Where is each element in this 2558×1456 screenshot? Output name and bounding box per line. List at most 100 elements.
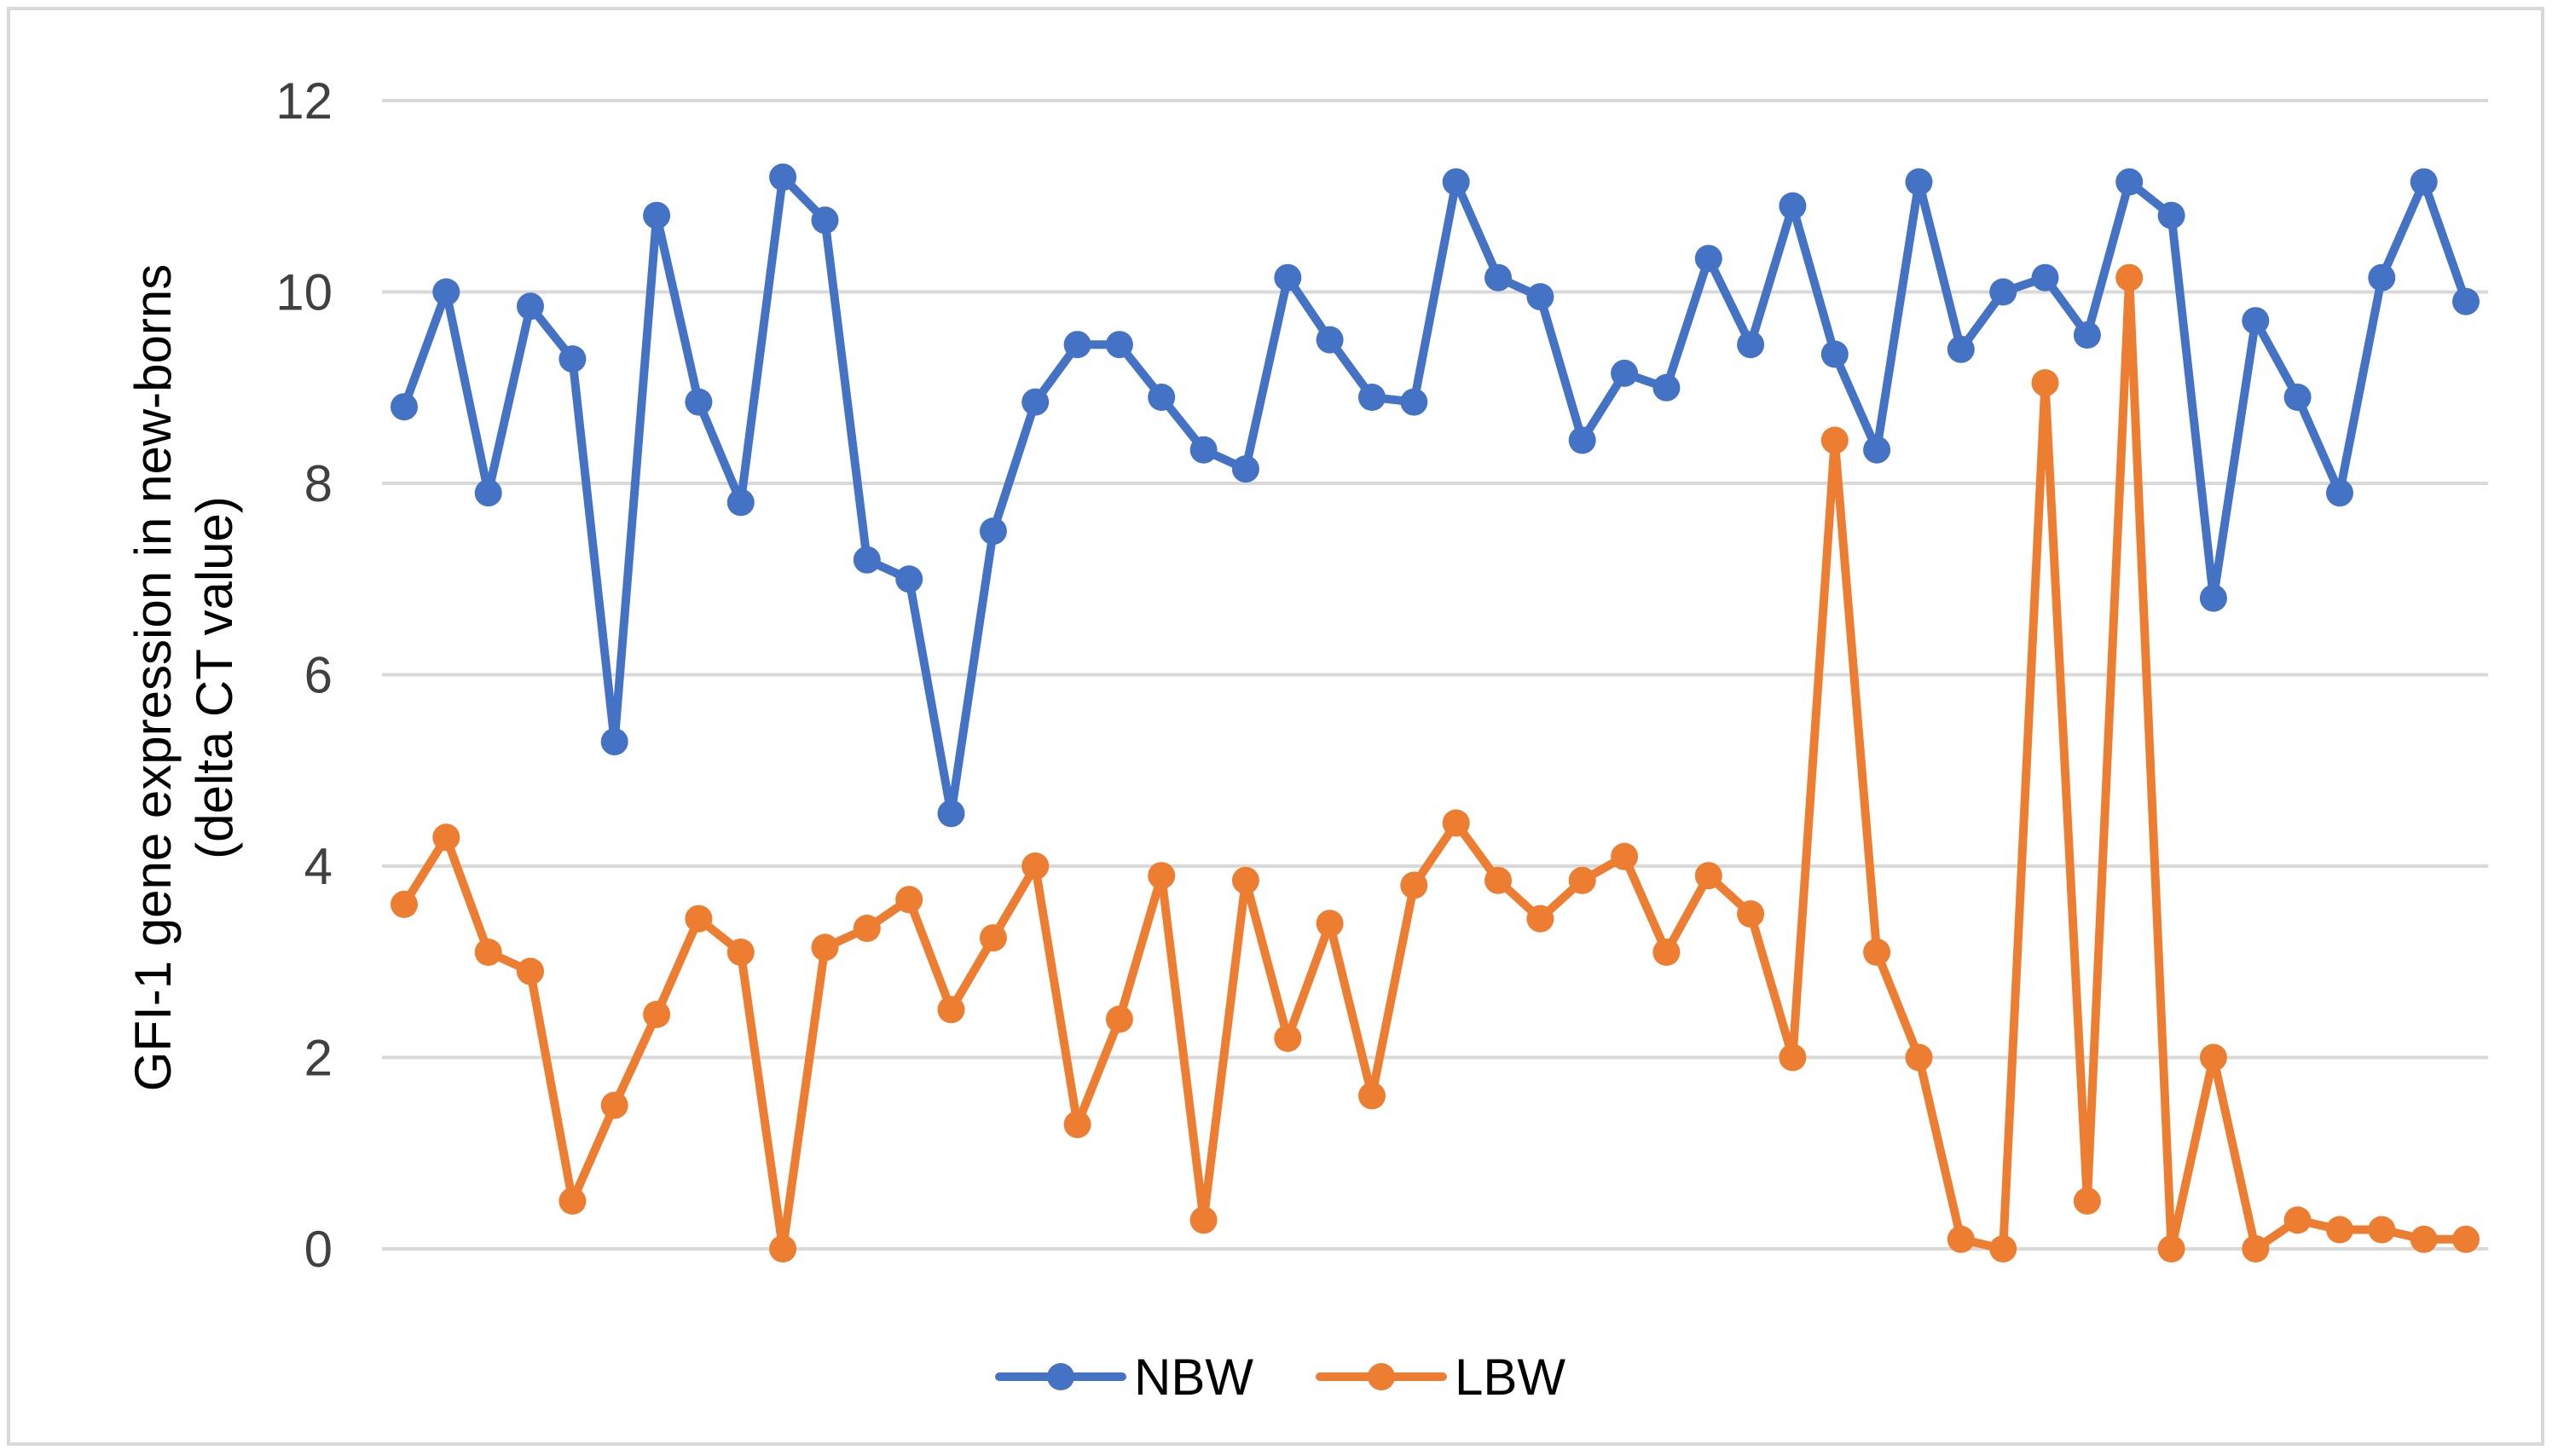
data-point-nbw: [1231, 455, 1259, 483]
data-point-lbw: [474, 939, 502, 966]
data-point-nbw: [1947, 335, 1975, 363]
y-tick-label: 10: [275, 264, 333, 321]
data-point-nbw: [1820, 340, 1849, 368]
data-point-nbw: [1526, 283, 1554, 311]
data-point-lbw: [1316, 910, 1344, 938]
y-axis-label-line-2: (delta CT value): [186, 496, 243, 859]
legend-label-lbw: LBW: [1455, 1349, 1565, 1406]
legend-item-lbw: LBW: [1316, 1349, 1565, 1406]
data-point-nbw: [1484, 263, 1512, 292]
data-point-nbw: [2157, 201, 2185, 229]
data-point-nbw: [2452, 287, 2480, 315]
y-tick-label: 0: [304, 1221, 333, 1278]
data-point-nbw: [1737, 331, 1765, 359]
data-point-lbw: [391, 890, 418, 918]
data-point-nbw: [2199, 584, 2227, 612]
data-point-lbw: [895, 886, 923, 914]
legend-marker-lbw: [1368, 1363, 1395, 1390]
data-point-lbw: [1568, 866, 1596, 894]
legend-item-nbw: NBW: [995, 1349, 1253, 1406]
data-point-lbw: [1905, 1043, 1933, 1072]
data-point-nbw: [474, 479, 502, 507]
data-point-lbw: [2326, 1216, 2353, 1244]
y-axis-label-line-1: GFI-1 gene expression in new-borns: [124, 264, 182, 1092]
y-tick-label: 4: [304, 838, 333, 895]
data-point-lbw: [2283, 1206, 2312, 1234]
y-tick-label: 2: [304, 1030, 333, 1087]
data-point-nbw: [2073, 321, 2101, 349]
data-point-lbw: [1611, 842, 1639, 870]
data-point-lbw: [2157, 1235, 2185, 1262]
data-point-lbw: [2242, 1235, 2270, 1262]
data-point-lbw: [2368, 1216, 2396, 1244]
legend-label-nbw: NBW: [1134, 1349, 1253, 1406]
data-point-lbw: [1358, 1082, 1386, 1110]
data-point-nbw: [853, 546, 881, 574]
data-point-nbw: [726, 488, 755, 517]
data-point-lbw: [517, 957, 544, 985]
data-point-lbw: [1694, 862, 1722, 890]
data-point-nbw: [2410, 168, 2438, 196]
data-point-nbw: [1274, 263, 1302, 292]
data-point-lbw: [1947, 1225, 1975, 1253]
data-point-lbw: [2073, 1187, 2101, 1215]
data-point-lbw: [1231, 866, 1259, 894]
series-line-lbw: [400, 273, 2470, 1253]
data-point-lbw: [1021, 852, 1050, 880]
data-point-lbw: [1989, 1235, 2017, 1262]
data-point-lbw: [937, 996, 965, 1024]
y-tick-label: 6: [304, 647, 333, 704]
data-point-nbw: [1989, 278, 2017, 306]
data-point-nbw: [2326, 479, 2353, 507]
data-point-nbw: [1779, 192, 1807, 220]
data-point-nbw: [1863, 436, 1891, 464]
data-point-nbw: [937, 800, 965, 828]
data-point-lbw: [1737, 900, 1765, 928]
data-point-nbw: [600, 728, 628, 756]
data-point-nbw: [1148, 384, 1176, 411]
series-layer: [391, 163, 2480, 1262]
y-axis-ticks: 0 2 4 6 8 10 12: [275, 72, 333, 1278]
data-point-lbw: [853, 915, 881, 942]
data-point-lbw: [2410, 1225, 2438, 1253]
data-point-lbw: [2199, 1043, 2227, 1072]
data-point-nbw: [1358, 384, 1386, 411]
data-point-nbw: [979, 517, 1007, 546]
data-point-nbw: [1568, 426, 1596, 454]
data-point-nbw: [391, 393, 418, 421]
data-point-nbw: [643, 201, 671, 229]
data-point-nbw: [2115, 168, 2144, 196]
data-point-nbw: [517, 292, 544, 321]
data-point-lbw: [1820, 426, 1849, 454]
data-point-lbw: [2031, 369, 2059, 397]
data-point-nbw: [1316, 326, 1344, 354]
y-tick-label: 8: [304, 455, 333, 512]
data-point-lbw: [1779, 1043, 1807, 1072]
series-nbw: [391, 163, 2480, 828]
data-point-nbw: [895, 565, 923, 593]
data-point-nbw: [1400, 388, 1428, 416]
data-point-lbw: [726, 939, 755, 966]
data-point-nbw: [1063, 331, 1091, 359]
data-point-nbw: [558, 345, 587, 373]
data-point-lbw: [1400, 871, 1428, 899]
data-point-nbw: [685, 388, 713, 416]
data-point-nbw: [1105, 331, 1133, 359]
data-point-lbw: [2115, 263, 2144, 292]
data-point-nbw: [1652, 373, 1681, 402]
data-point-lbw: [769, 1235, 797, 1262]
data-point-lbw: [1442, 809, 1470, 837]
data-point-nbw: [1694, 245, 1722, 273]
data-point-nbw: [1021, 388, 1050, 416]
data-point-nbw: [769, 163, 797, 191]
data-point-lbw: [1526, 904, 1554, 933]
y-tick-label: 12: [275, 72, 333, 130]
data-point-lbw: [643, 1001, 671, 1028]
legend: NBW LBW: [995, 1349, 1565, 1406]
data-point-lbw: [558, 1187, 587, 1215]
data-point-lbw: [685, 904, 713, 933]
data-point-lbw: [600, 1091, 628, 1119]
data-point-nbw: [1611, 359, 1639, 387]
data-point-lbw: [1863, 939, 1891, 966]
